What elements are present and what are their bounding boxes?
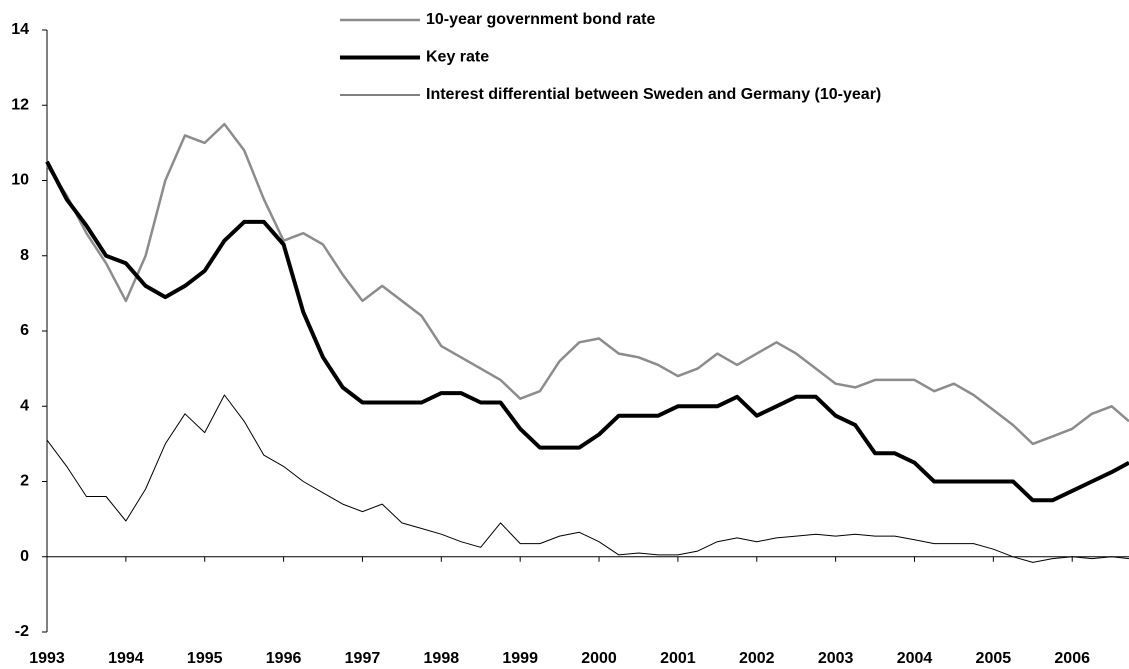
y-tick-label: 12	[11, 96, 29, 113]
series-line	[45, 160, 1129, 503]
legend-label: Key rate	[426, 49, 489, 66]
x-tick-label: 2006	[1054, 650, 1090, 667]
x-tick-label: 1995	[187, 650, 223, 667]
y-tick-label: 0	[20, 548, 29, 565]
x-tick-label: 2005	[976, 650, 1012, 667]
x-tick-label: 2002	[739, 650, 775, 667]
x-tick-label: 2001	[660, 650, 696, 667]
x-tick-label: 1993	[29, 650, 65, 667]
y-tick-label: 6	[20, 322, 29, 339]
series-line	[45, 122, 1129, 446]
x-tick-label: 1996	[266, 650, 302, 667]
legend-label: Interest differential between Sweden and…	[426, 86, 881, 103]
y-tick-label: 2	[20, 473, 29, 490]
legend-label: 10-year government bond rate	[426, 11, 656, 28]
x-tick-label: 2004	[897, 650, 933, 667]
x-tick-label: 2003	[818, 650, 854, 667]
x-tick-label: 1998	[424, 650, 460, 667]
x-tick-label: 1994	[108, 650, 144, 667]
series-line	[46, 394, 1129, 563]
x-tick-label: 1997	[345, 650, 381, 667]
y-tick-label: 14	[11, 21, 29, 38]
x-tick-label: 2000	[581, 650, 617, 667]
y-tick-label: 4	[20, 397, 29, 414]
y-tick-label: -2	[15, 623, 29, 640]
y-tick-label: 10	[11, 172, 29, 189]
y-tick-label: 8	[20, 247, 29, 264]
x-tick-label: 1999	[502, 650, 538, 667]
